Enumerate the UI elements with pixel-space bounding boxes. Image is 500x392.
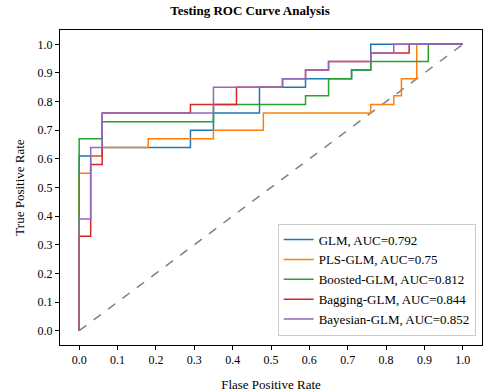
svg-text:PLS-GLM, AUC=0.75: PLS-GLM, AUC=0.75	[319, 252, 438, 267]
svg-text:0.3: 0.3	[38, 238, 53, 252]
svg-text:0.3: 0.3	[187, 353, 202, 367]
svg-text:Bagging-GLM, AUC=0.844: Bagging-GLM, AUC=0.844	[319, 292, 467, 307]
svg-text:Testing ROC Curve Analysis: Testing ROC Curve Analysis	[170, 3, 330, 18]
svg-text:0.4: 0.4	[38, 209, 53, 223]
svg-text:1.0: 1.0	[38, 38, 53, 52]
svg-text:0.0: 0.0	[72, 353, 87, 367]
svg-text:0.8: 0.8	[379, 353, 394, 367]
svg-text:0.1: 0.1	[110, 353, 125, 367]
svg-text:Boosted-GLM, AUC=0.812: Boosted-GLM, AUC=0.812	[319, 272, 465, 287]
svg-text:0.2: 0.2	[148, 353, 163, 367]
svg-text:0.0: 0.0	[38, 324, 53, 338]
svg-text:True Positive Rate: True Positive Rate	[12, 139, 27, 236]
svg-text:0.7: 0.7	[340, 353, 355, 367]
svg-text:0.9: 0.9	[38, 66, 53, 80]
svg-text:0.6: 0.6	[302, 353, 317, 367]
svg-text:Flase Positive Rate: Flase Positive Rate	[221, 377, 321, 392]
svg-text:0.6: 0.6	[38, 152, 53, 166]
svg-text:0.4: 0.4	[225, 353, 240, 367]
svg-text:0.5: 0.5	[264, 353, 279, 367]
svg-text:Bayesian-GLM, AUC=0.852: Bayesian-GLM, AUC=0.852	[319, 312, 470, 327]
svg-text:0.7: 0.7	[38, 123, 53, 137]
svg-text:GLM, AUC=0.792: GLM, AUC=0.792	[319, 233, 418, 248]
svg-text:0.8: 0.8	[38, 95, 53, 109]
svg-text:0.2: 0.2	[38, 267, 53, 281]
svg-text:0.5: 0.5	[38, 181, 53, 195]
svg-text:0.9: 0.9	[417, 353, 432, 367]
svg-text:0.1: 0.1	[38, 295, 53, 309]
svg-text:1.0: 1.0	[455, 353, 470, 367]
